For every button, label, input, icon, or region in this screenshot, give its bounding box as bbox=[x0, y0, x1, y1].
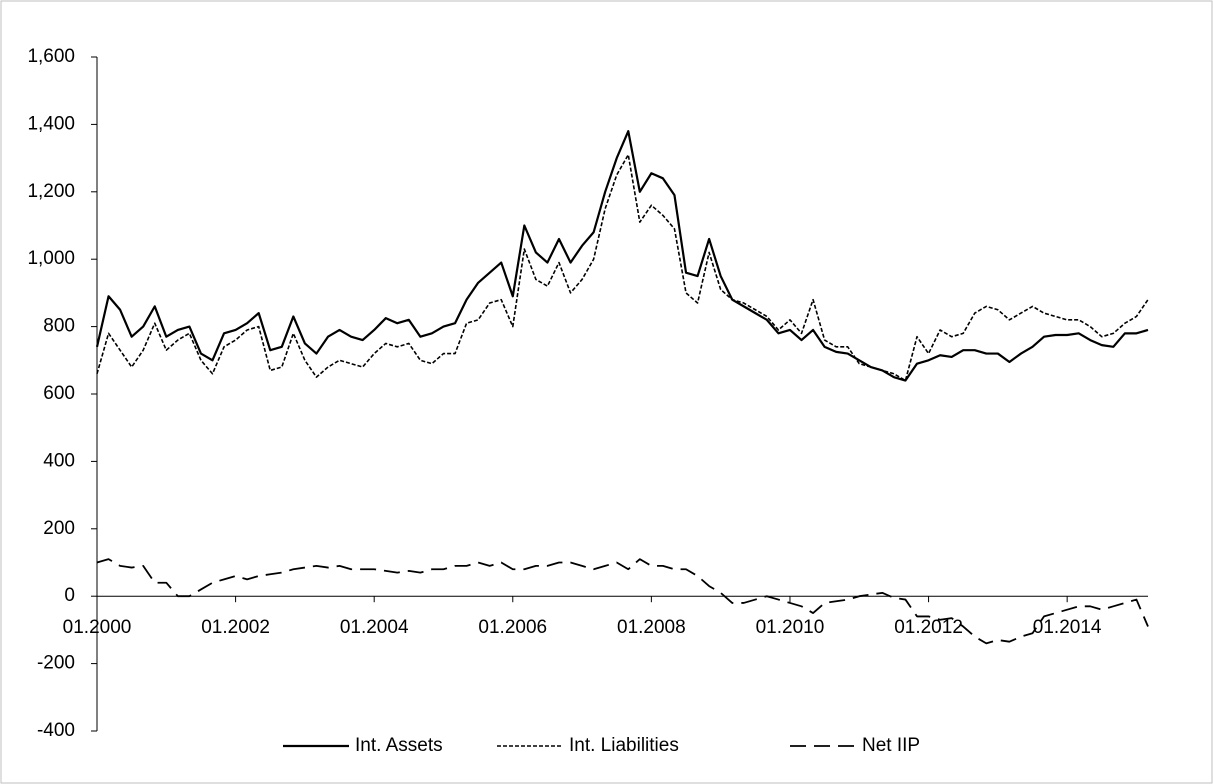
x-tick-label: 01.2002 bbox=[201, 617, 270, 638]
x-tick-label: 01.2004 bbox=[340, 617, 409, 638]
series-line bbox=[96, 153, 1149, 382]
x-tick-label: 01.2006 bbox=[478, 617, 547, 638]
y-tick-label: 0 bbox=[64, 585, 75, 606]
y-tick-label: 1,200 bbox=[27, 181, 75, 202]
x-tick-label: 01.2010 bbox=[756, 617, 825, 638]
y-tick-label: 800 bbox=[43, 316, 75, 337]
y-tick-label: 1,400 bbox=[27, 113, 75, 134]
y-tick-label: 600 bbox=[43, 383, 75, 404]
series-line bbox=[95, 130, 1149, 382]
y-tick-label: -200 bbox=[37, 653, 75, 674]
legend-label: Int. Liabilities bbox=[569, 735, 679, 756]
x-tick-label: 01.2014 bbox=[1033, 617, 1102, 638]
legend-label: Net IIP bbox=[862, 735, 920, 756]
y-tick-label: -400 bbox=[37, 720, 75, 741]
y-tick-label: 1,600 bbox=[27, 46, 75, 67]
x-tick-label: 01.2000 bbox=[63, 617, 132, 638]
y-tick-label: 1,000 bbox=[27, 248, 75, 269]
x-tick-label: 01.2012 bbox=[894, 617, 963, 638]
y-tick-label: 400 bbox=[43, 450, 75, 471]
legend-label: Int. Assets bbox=[355, 735, 443, 756]
y-tick-label: 200 bbox=[43, 518, 75, 539]
series-line bbox=[96, 558, 1149, 645]
x-tick-label: 01.2008 bbox=[617, 617, 686, 638]
